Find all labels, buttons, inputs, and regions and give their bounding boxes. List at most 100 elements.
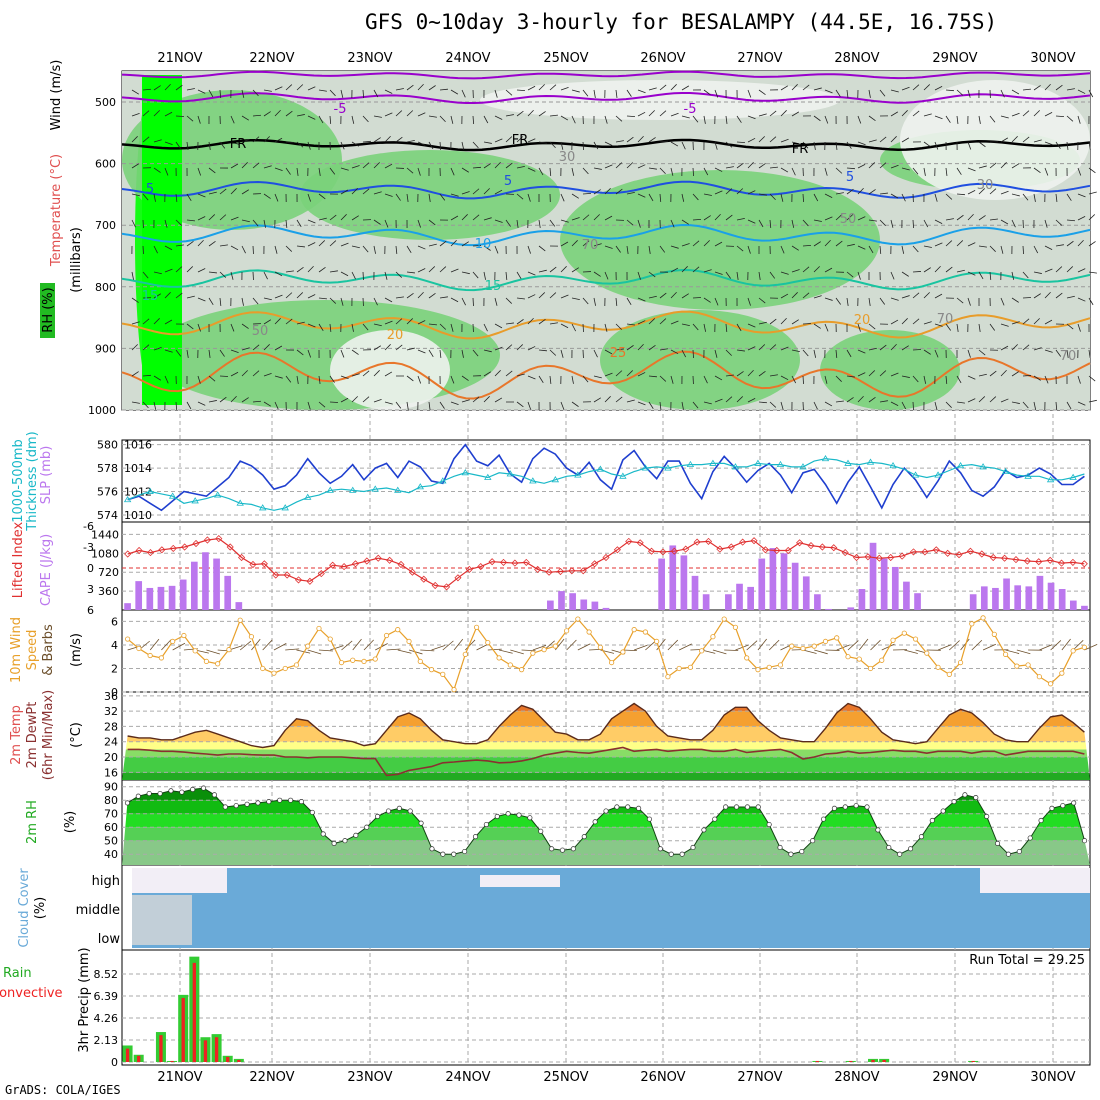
li-marker xyxy=(317,570,325,578)
wind-barb xyxy=(868,323,876,330)
wind-barb xyxy=(571,193,579,199)
wind-barb xyxy=(1077,268,1086,273)
wind10-marker xyxy=(496,655,502,661)
wind-barb xyxy=(879,192,888,195)
wind-barb xyxy=(1011,271,1015,280)
wind-barb xyxy=(186,115,194,122)
li-marker xyxy=(534,565,542,573)
wind-barb xyxy=(802,193,804,203)
wind-barb xyxy=(230,349,239,353)
rh-marker xyxy=(146,790,152,797)
wind-barb xyxy=(1077,375,1081,384)
wind-barb xyxy=(956,240,964,247)
wind-barb xyxy=(208,349,211,358)
wind-barb xyxy=(384,193,393,197)
wind-barb xyxy=(593,397,602,403)
wind-barb xyxy=(791,349,800,352)
wind-barb xyxy=(516,165,525,169)
wind10-barb xyxy=(386,648,401,651)
wind-barb xyxy=(582,89,589,97)
cape-bar xyxy=(969,594,977,610)
wind-barb xyxy=(615,323,622,330)
wind-barb xyxy=(978,271,984,280)
wind-barb xyxy=(769,193,776,201)
wind-barb xyxy=(131,193,140,197)
contour-label: 15 xyxy=(485,279,502,294)
wind-barb xyxy=(164,349,173,353)
wind-barb xyxy=(527,346,536,351)
wind-barb xyxy=(978,349,986,356)
wind-barb xyxy=(186,241,194,247)
wind-barb xyxy=(252,400,262,403)
wind-barb xyxy=(780,346,789,351)
wind-barb xyxy=(1077,239,1084,247)
wind-barb xyxy=(263,271,268,280)
wind-barb xyxy=(648,193,654,202)
wind-barb xyxy=(230,395,237,403)
wind-barb xyxy=(670,219,675,228)
li-tick-label: 0 xyxy=(87,562,94,575)
wind-barb xyxy=(780,193,784,202)
rh-marker xyxy=(277,797,283,803)
wind-barb xyxy=(626,370,634,377)
wind-barb xyxy=(1033,318,1040,325)
wind-barb xyxy=(758,163,766,169)
wind10-marker xyxy=(530,650,536,656)
li-marker xyxy=(704,537,713,545)
wind10-marker xyxy=(507,662,513,668)
wind-barb xyxy=(450,240,457,247)
wind-barb xyxy=(516,401,524,408)
wind10-marker xyxy=(811,643,817,649)
wind-barb xyxy=(758,193,767,196)
rh-marker xyxy=(690,844,696,851)
wind10-marker xyxy=(856,656,862,662)
cape-bar xyxy=(124,603,131,610)
cape-bar xyxy=(569,593,576,610)
wind-barb xyxy=(967,242,976,247)
li-marker xyxy=(294,576,303,584)
wind-barb xyxy=(901,375,910,378)
wind-barb xyxy=(868,189,876,195)
rh-marker xyxy=(788,851,794,857)
wind-barb xyxy=(736,245,744,252)
cape-bar xyxy=(1025,586,1033,610)
wind-barb xyxy=(923,321,932,325)
wind-barb xyxy=(648,87,657,91)
rh-tick-label: 80 xyxy=(104,794,118,807)
ylabel-thickness: 1000-500mb xyxy=(11,439,26,523)
wind-barb xyxy=(604,271,609,280)
wind-barb xyxy=(263,89,272,92)
wind10-marker xyxy=(654,638,660,645)
cape-bar xyxy=(780,553,788,610)
wind-barb xyxy=(703,240,710,247)
wind-barb xyxy=(428,401,431,410)
rh-marker xyxy=(298,799,305,805)
wind-barb xyxy=(692,401,699,409)
wind-barb xyxy=(307,115,316,120)
wind-barb xyxy=(901,193,906,202)
wind-barb xyxy=(604,164,613,169)
wind-barb xyxy=(582,192,592,195)
wind-barb xyxy=(736,217,745,221)
cloud-clear-patch xyxy=(132,895,192,945)
wind-barb xyxy=(241,323,249,329)
wind-barb xyxy=(505,136,513,143)
wind-barb xyxy=(527,375,536,380)
wind-barb xyxy=(670,349,679,355)
wind10-marker xyxy=(879,657,885,663)
wind-barb xyxy=(934,115,943,120)
wind-barb xyxy=(472,115,475,125)
ylabel-wind10-speed: Speed xyxy=(25,630,40,671)
wind-barb xyxy=(659,110,667,117)
thickness-marker xyxy=(934,471,942,478)
li-tick-label: -3 xyxy=(83,541,94,554)
wind-barb xyxy=(153,271,162,275)
wind-barb xyxy=(329,375,335,383)
wind-barb xyxy=(494,297,498,306)
wind-barb xyxy=(681,193,685,202)
wind-barb xyxy=(923,219,929,228)
cape-bar xyxy=(235,602,243,610)
wind-barb xyxy=(956,193,966,196)
wind-barb xyxy=(934,265,941,273)
wind-barb xyxy=(824,193,833,198)
